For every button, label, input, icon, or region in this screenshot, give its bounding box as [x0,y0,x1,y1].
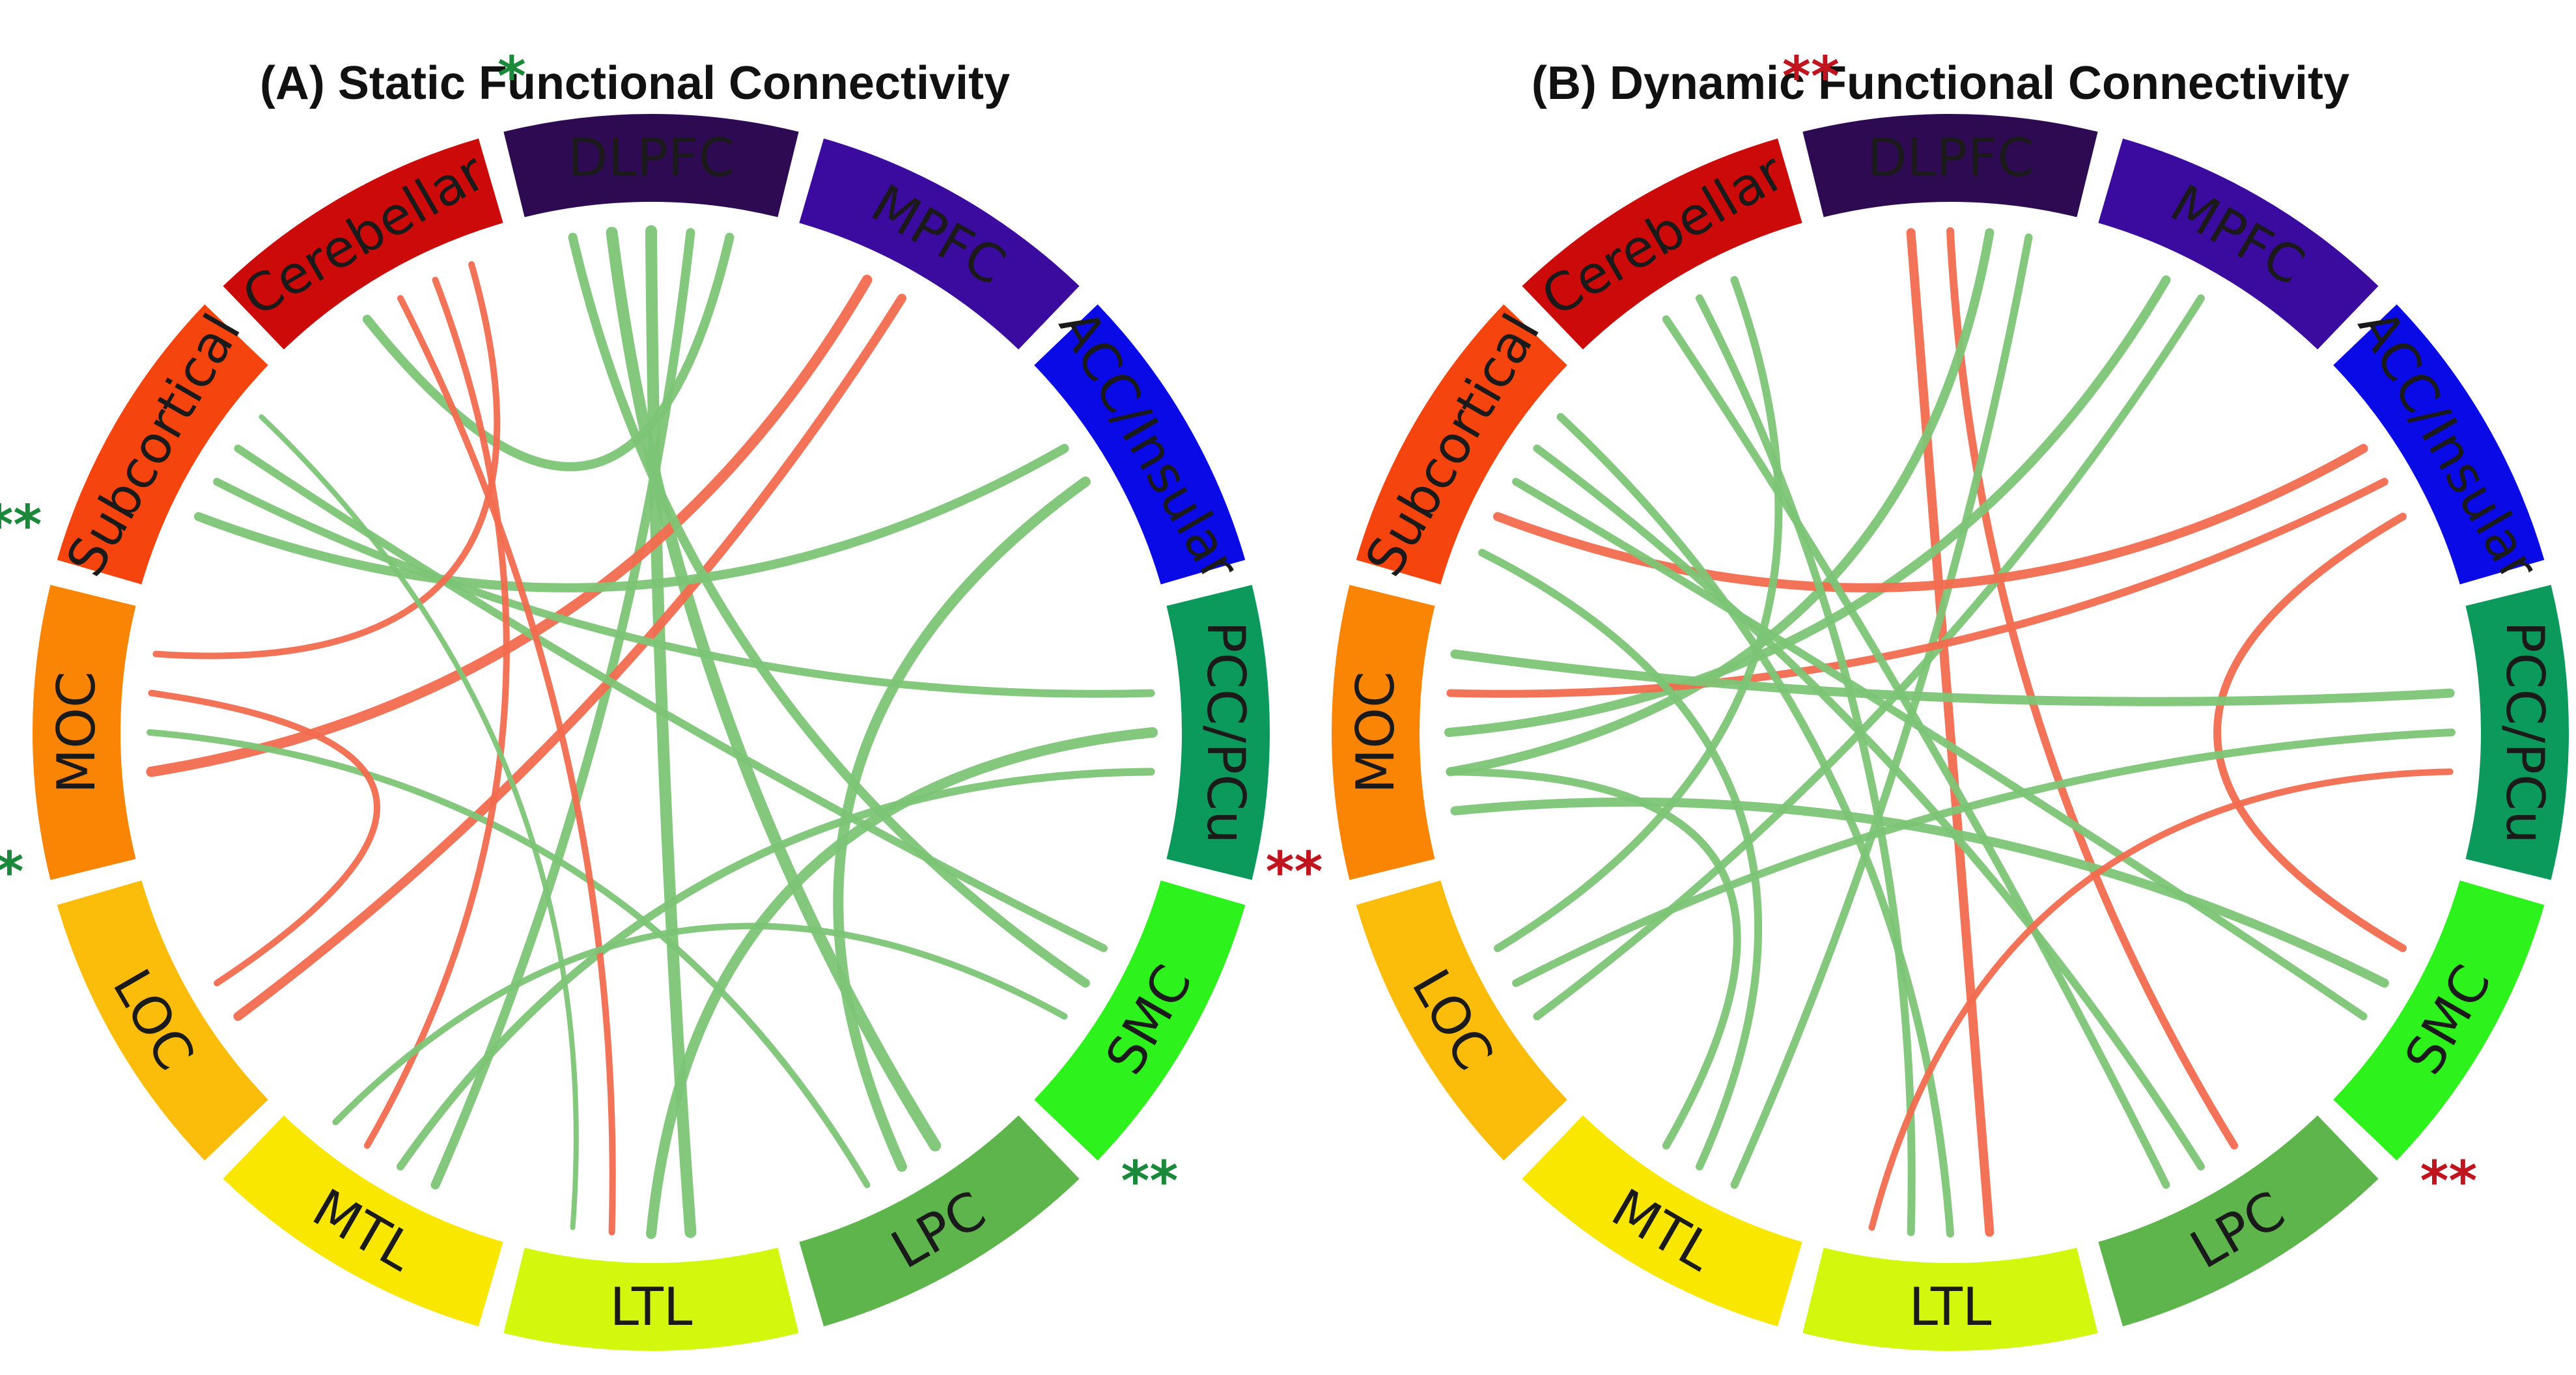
connection-edge-pos [1533,294,2205,1021]
connection-edge-pos [194,443,1069,592]
segment-label-pcc-pcu: PCC/PCu [2495,621,2555,844]
segment-label-dlpfc: DLPFC [1867,128,2034,188]
connection-edge-pos [606,227,942,1152]
segment-label-ltl: LTL [1909,1277,1992,1337]
segment-label-dlpfc: DLPFC [568,128,735,188]
connection-edge-pos [1478,549,1763,1171]
connection-edge-neg [1906,228,1995,1237]
segment-dlpfc [1802,114,2098,217]
connection-edge-pos [332,923,1068,1126]
significance-stars-moc: ** [1266,840,1323,904]
connection-edge-pos [1446,768,1741,1150]
segment-mpfc [799,138,1080,350]
segment-acc-insular [1034,304,1246,585]
segment-cerebellar [1522,138,1802,350]
connection-edge-pos [362,232,735,471]
panel-title-dynamic: (B) Dynamic Functional Connectivity [1532,57,2349,109]
connection-edge-pos [1444,275,2171,737]
connection-edge-neg [1493,443,2368,592]
significance-stars-dlpfc: * [497,45,526,109]
connection-edge-pos [568,232,1090,988]
segment-ltl [1802,1247,2098,1352]
segment-smc [2333,880,2545,1161]
connection-edge-pos [1533,444,2205,1171]
connection-edge-pos [1556,413,1954,1238]
segment-lpc [2098,1115,2379,1327]
segment-subcortical [1356,304,1567,585]
segment-mpfc [2098,138,2379,350]
segment-label-pcc-pcu: PCC/PCu [1196,621,1256,844]
segment-smc [1034,880,1246,1161]
segment-pcc-pcu [1166,585,1270,880]
connection-edge-neg [233,294,906,1021]
segment-loc [57,880,268,1161]
segment-lpc [799,1115,1080,1327]
connection-edge-pos [147,729,871,1188]
connection-edge-pos [1494,276,1783,952]
edge-layer-static [146,225,1158,1239]
connection-edge-pos [646,727,1158,1239]
segment-label-moc: MOC [46,671,107,794]
segment-mtl [1522,1115,1802,1327]
significance-stars-smc: ** [1121,1149,1179,1213]
segment-mtl [223,1115,503,1327]
connection-edge-neg [1946,227,2239,1150]
significance-stars-smc: ** [2420,1149,2478,1213]
connection-edge-neg [1868,768,2454,1231]
segment-loc [1356,880,1567,1161]
segment-pcc-pcu [2465,585,2569,880]
segment-moc [1331,585,1435,880]
connection-edge-neg [148,689,380,986]
segment-ltl [503,1247,799,1352]
segment-acc-insular [2333,304,2545,585]
significance-stars-dlpfc: ** [1782,45,1840,109]
connection-edge-neg [2213,512,2407,952]
connection-edge-neg [1446,478,2388,698]
connection-edge-pos [1696,294,1916,1236]
segment-cerebellar [223,138,503,350]
panel-static-connectivity: (A) Static Functional Connectivity DLPFC… [0,45,1270,1352]
panel-title-static: (A) Static Functional Connectivity [260,57,1010,109]
connection-edge-pos [1450,649,2455,706]
connection-edge-pos [213,478,1155,698]
connection-edge-pos [1662,315,2170,1189]
significance-stars-moc: ** [0,840,23,904]
edge-layer-dynamic [1444,227,2456,1238]
connection-edge-pos [1512,478,2368,1021]
significance-stars-subcortical: ** [0,493,42,557]
segment-subcortical [57,304,268,585]
segment-label-ltl: LTL [610,1277,693,1337]
connection-edge-pos [259,414,579,1230]
connection-edge-pos [1446,228,1995,777]
connection-edge-neg [363,277,510,1149]
connection-edge-pos [1450,797,2389,988]
segment-moc [32,585,136,880]
segment-label-moc: MOC [1345,671,1406,794]
segment-dlpfc [503,114,799,217]
connection-edge-neg [397,295,616,1236]
connection-edge-neg [146,275,873,777]
connection-edge-neg [152,261,501,660]
connection-edge-pos [397,768,1155,1171]
panel-dynamic-connectivity: (B) Dynamic Functional Connectivity DLPF… [1266,45,2569,1352]
